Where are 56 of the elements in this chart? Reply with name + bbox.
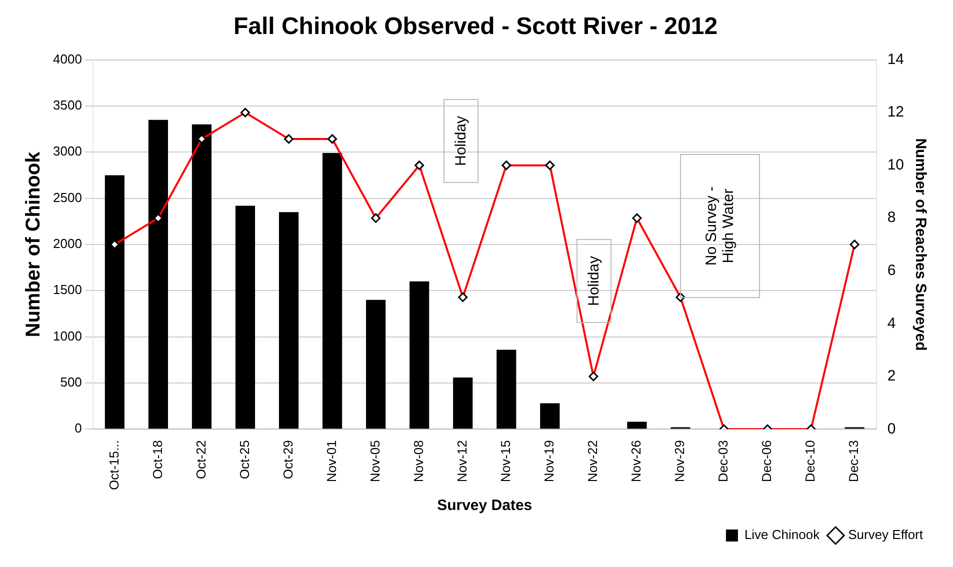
bar	[540, 403, 560, 429]
bar	[192, 124, 212, 429]
bar	[410, 281, 430, 429]
x-tick-label: Nov-29	[672, 440, 688, 482]
legend-label: Live Chinook	[744, 527, 820, 542]
x-tick-label: Oct-25	[236, 440, 252, 480]
x-tick-label: Nov-15	[498, 440, 513, 482]
x-tick-label: Dec-13	[846, 440, 862, 482]
y-tick-label: 4000	[53, 51, 82, 66]
y-tick-label: 1000	[53, 328, 82, 344]
y2-tick-label: 6	[887, 262, 896, 279]
y-tick-label: 500	[60, 374, 82, 390]
bar	[322, 153, 342, 429]
x-tick-label: Nov-12	[454, 440, 470, 482]
y2-tick-label: 14	[887, 50, 904, 68]
x-tick-label: Oct-22	[193, 440, 208, 480]
x-tick-label: Oct-15...	[106, 440, 122, 490]
x-tick-label: Nov-26	[628, 440, 644, 482]
x-tick-label: Oct-29	[280, 440, 296, 480]
y-axis-title: Number of Chinook	[22, 150, 45, 338]
text-box: Holiday	[576, 239, 612, 324]
legend-label: Survey Effort	[848, 527, 924, 542]
bar	[148, 120, 168, 429]
y2-axis-title: Number of Reaches Surveyed	[912, 138, 929, 351]
text-box: No Survey - High Water	[680, 154, 760, 298]
x-tick-label: Nov-19	[541, 440, 556, 482]
bar	[278, 212, 299, 429]
x-tick-label: Nov-08	[410, 440, 426, 482]
chart-title: Fall Chinook Observed - Scott River - 2012	[233, 13, 718, 40]
y2-tick-label: 10	[887, 156, 904, 174]
bar	[366, 300, 386, 429]
y-tick-label: 3000	[53, 144, 82, 159]
y2-tick-label: 8	[887, 209, 896, 226]
bar	[627, 422, 647, 429]
y-tick-label: 0	[74, 420, 82, 436]
x-tick-label: Dec-10	[802, 440, 818, 482]
x-tick-label: Dec-03	[716, 440, 731, 482]
y2-tick-label: 12	[887, 104, 904, 121]
bar	[104, 175, 124, 429]
bar	[496, 350, 516, 429]
bar	[235, 206, 256, 429]
x-tick-label: Nov-05	[367, 440, 382, 482]
bar	[453, 377, 473, 429]
y-tick-label: 1500	[53, 282, 82, 298]
y-tick-label: 2000	[53, 236, 82, 252]
x-axis-title: Survey Dates	[437, 497, 532, 514]
text-box: Holiday	[444, 99, 479, 184]
y2-tick-label: 2	[887, 368, 896, 385]
y-tick-label: 2500	[53, 190, 82, 205]
x-tick-label: Oct-18	[150, 440, 165, 480]
x-tick-label: Nov-22	[585, 440, 600, 482]
x-tick-label: Dec-06	[759, 440, 774, 482]
y2-tick-label: 0	[887, 420, 896, 438]
y-tick-label: 3500	[53, 98, 82, 113]
x-tick-label: Nov-01	[324, 440, 339, 482]
y2-tick-label: 4	[887, 314, 896, 332]
